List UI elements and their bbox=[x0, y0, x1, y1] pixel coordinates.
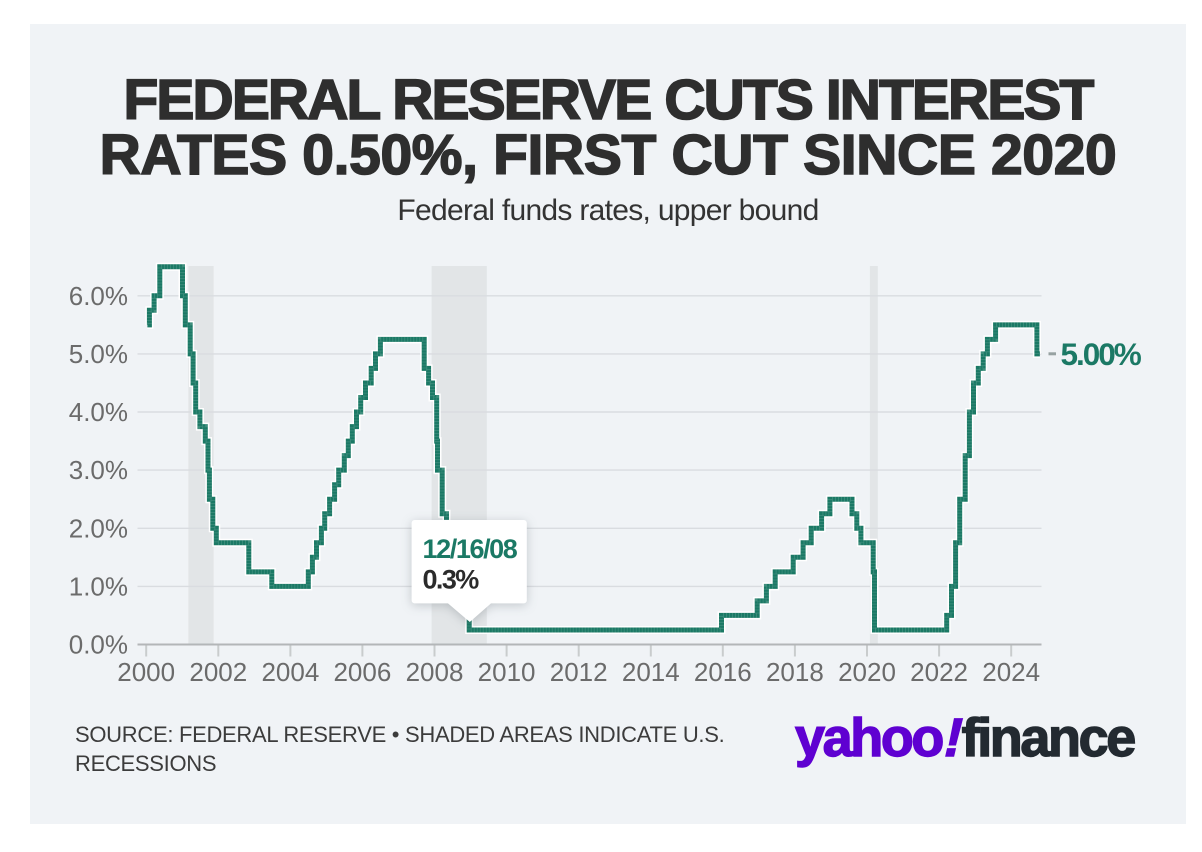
svg-text:2000: 2000 bbox=[117, 657, 175, 687]
svg-text:2008: 2008 bbox=[406, 657, 464, 687]
svg-text:2024: 2024 bbox=[982, 657, 1040, 687]
svg-text:2.0%: 2.0% bbox=[69, 513, 128, 543]
svg-text:6.0%: 6.0% bbox=[69, 281, 128, 311]
svg-text:2012: 2012 bbox=[550, 657, 608, 687]
svg-text:1.0%: 1.0% bbox=[69, 571, 128, 601]
svg-text:5.00%: 5.00% bbox=[1061, 336, 1142, 372]
svg-text:2006: 2006 bbox=[333, 657, 391, 687]
svg-text:2022: 2022 bbox=[910, 657, 968, 687]
svg-text:2010: 2010 bbox=[478, 657, 536, 687]
svg-text:3.0%: 3.0% bbox=[69, 455, 128, 485]
svg-text:12/16/08: 12/16/08 bbox=[423, 534, 518, 564]
svg-text:4.0%: 4.0% bbox=[69, 397, 128, 427]
svg-text:2016: 2016 bbox=[694, 657, 752, 687]
svg-text:2018: 2018 bbox=[766, 657, 824, 687]
svg-text:2020: 2020 bbox=[838, 657, 896, 687]
svg-text:2014: 2014 bbox=[622, 657, 680, 687]
svg-text:5.0%: 5.0% bbox=[69, 339, 128, 369]
svg-text:2004: 2004 bbox=[261, 657, 319, 687]
svg-text:0.3%: 0.3% bbox=[423, 565, 480, 595]
svg-text:0.0%: 0.0% bbox=[69, 630, 128, 660]
svg-text:2002: 2002 bbox=[189, 657, 247, 687]
